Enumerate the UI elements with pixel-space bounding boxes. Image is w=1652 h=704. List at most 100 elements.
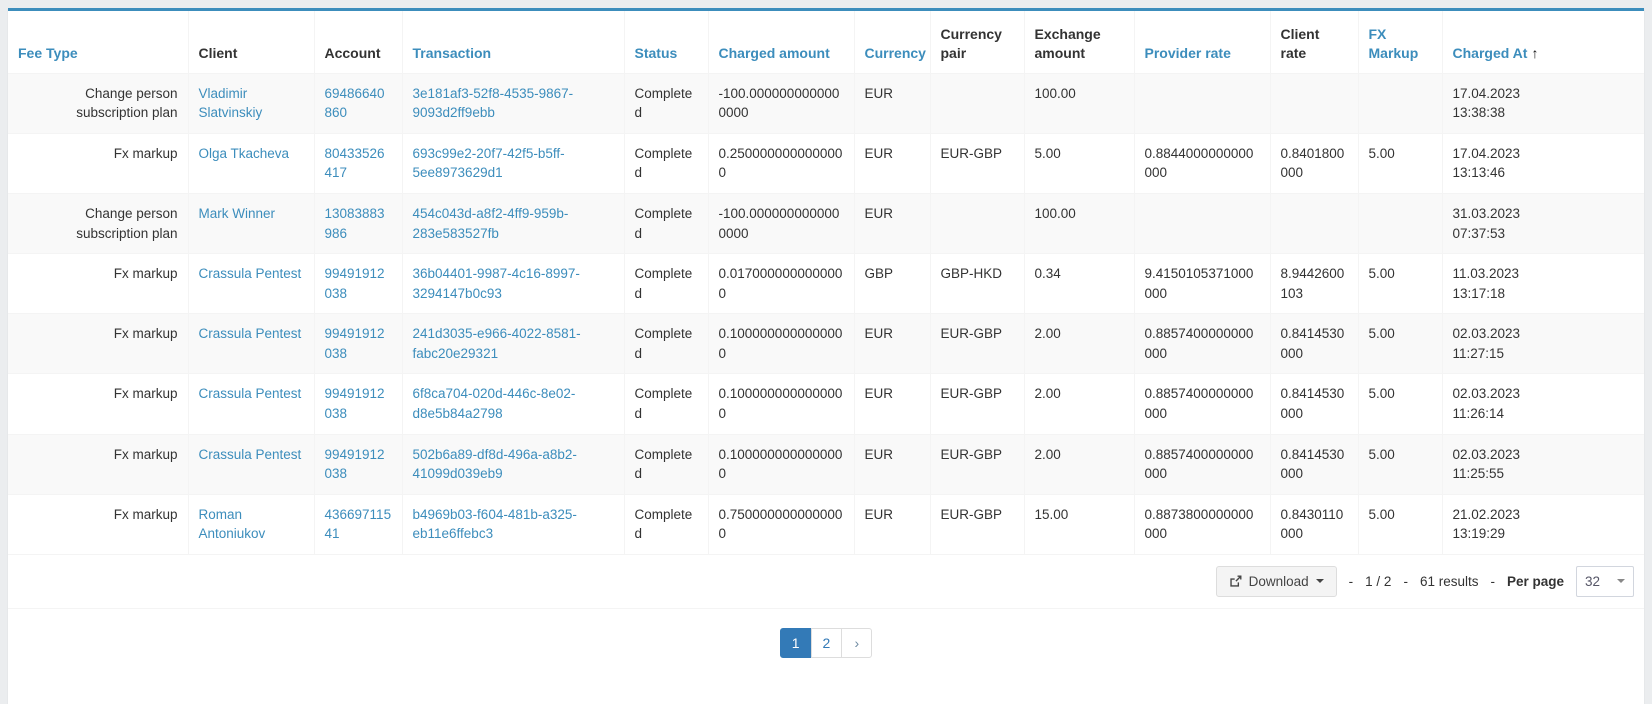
client-link[interactable]: Crassula Pentest [198, 326, 302, 342]
column-header-fx-markup[interactable]: FX Markup [1357, 11, 1443, 74]
transaction-link[interactable]: 502b6a89-df8d-496a-a8b2-41099d039eb9 [412, 446, 577, 482]
page-button-1[interactable]: 1 [779, 627, 812, 658]
fee-type-cell: Change person subscription plan [8, 193, 189, 255]
account-cell: 43669711541 [313, 493, 403, 555]
client-link[interactable]: Crassula Pentest [198, 266, 302, 282]
account-cell: 99491912038 [313, 373, 403, 435]
fx-markup-cell: 5.00 [1357, 493, 1443, 555]
currency-pair-cell: GBP-HKD [929, 253, 1025, 315]
page-indicator: 1 / 2 [1365, 573, 1392, 589]
charged-amount-cell: 0.2500000000000000 [707, 132, 855, 195]
charged-at-label: Charged At [1452, 44, 1528, 61]
currency-cell: EUR [853, 132, 931, 195]
exchange-amount-cell: 2.00 [1023, 373, 1135, 435]
transaction-link[interactable]: 36b04401-9987-4c16-8997-3294147b0c93 [412, 266, 580, 301]
transaction-link[interactable]: 6f8ca704-020d-446c-8e02-d8e5b84a2798 [412, 386, 576, 421]
column-header-currency[interactable]: Currency [853, 11, 931, 74]
charged-time: 13:13:46 [1452, 165, 1506, 181]
fees-panel: Fee Type Client Account Transaction Stat… [8, 8, 1644, 704]
currency-cell: EUR [853, 72, 931, 134]
currency-pair-cell [929, 193, 1025, 255]
download-label: Download [1248, 573, 1309, 589]
account-link[interactable]: 13083883986 [324, 206, 385, 241]
charged-date: 17.04.2023 [1452, 85, 1521, 101]
client-rate-cell: 8.9442600103 [1269, 253, 1359, 315]
client-rate-cell: 0.8414530000 [1269, 373, 1359, 435]
charged-amount-cell: -100.0000000000000000 [707, 193, 855, 255]
table-row: Change person subscription plan Vladimir… [8, 72, 1644, 134]
fx-markup-cell: 5.00 [1357, 373, 1443, 435]
fee-type-cell: Fx markup [8, 493, 189, 555]
client-cell: Roman Antoniukov [187, 493, 315, 555]
charged-date: 31.03.2023 [1452, 206, 1521, 222]
account-link[interactable]: 80433526417 [324, 145, 385, 181]
provider-rate-cell: 0.8857400000000000 [1133, 313, 1271, 375]
download-button[interactable]: Download [1215, 565, 1337, 597]
fx-markup-cell: 5.00 [1357, 132, 1443, 195]
provider-rate-cell: 9.4150105371000000 [1133, 253, 1271, 315]
column-header-fee-type[interactable]: Fee Type [8, 11, 189, 74]
client-link[interactable]: Olga Tkacheva [198, 145, 290, 161]
account-link[interactable]: 99491912038 [324, 386, 385, 421]
transaction-link[interactable]: 454c043d-a8f2-4ff9-959b-283e583527fb [412, 206, 569, 241]
column-header-charged-at[interactable]: Charged At ↑ [1441, 11, 1644, 74]
account-link[interactable]: 99491912038 [324, 266, 385, 301]
account-cell: 69486640860 [313, 72, 403, 134]
exchange-amount-cell: 15.00 [1023, 493, 1135, 555]
provider-rate-cell [1133, 72, 1271, 134]
footer-separator: - [1348, 573, 1354, 589]
provider-rate-cell: 0.8844000000000000 [1133, 132, 1271, 195]
charged-time: 11:27:15 [1452, 345, 1505, 361]
fee-type-cell: Fx markup [8, 132, 189, 195]
page-button-2[interactable]: 2 [810, 627, 843, 658]
client-rate-cell [1269, 72, 1359, 134]
export-icon [1229, 575, 1242, 588]
client-link[interactable]: Roman Antoniukov [198, 506, 266, 542]
client-link[interactable]: Mark Winner [198, 206, 276, 222]
client-cell: Crassula Pentest [187, 373, 315, 435]
status-cell: Completed [623, 72, 709, 134]
column-header-transaction[interactable]: Transaction [401, 11, 625, 74]
sort-ascending-icon: ↑ [1531, 44, 1539, 61]
transaction-link[interactable]: 3e181af3-52f8-4535-9867-9093d2ff9ebb [412, 85, 574, 121]
charged-amount-cell: 0.1000000000000000 [707, 433, 855, 495]
transaction-cell: 3e181af3-52f8-4535-9867-9093d2ff9ebb [401, 72, 625, 134]
exchange-amount-cell: 2.00 [1023, 433, 1135, 495]
table-row: Fx markup Crassula Pentest 99491912038 6… [8, 373, 1644, 435]
transaction-link[interactable]: b4969b03-f604-481b-a325-eb11e6ffebc3 [412, 506, 577, 542]
transaction-cell: 6f8ca704-020d-446c-8e02-d8e5b84a2798 [401, 373, 625, 435]
per-page-select[interactable]: 32 [1576, 565, 1634, 597]
client-link[interactable]: Vladimir Slatvinskiy [198, 85, 263, 121]
currency-cell: EUR [853, 373, 931, 435]
charged-at-cell: 17.04.2023 13:13:46 [1441, 132, 1644, 195]
table-row: Fx markup Roman Antoniukov 43669711541 b… [8, 493, 1644, 555]
transaction-link[interactable]: 241d3035-e966-4022-8581-fabc20e29321 [412, 326, 581, 361]
account-link[interactable]: 43669711541 [324, 506, 392, 542]
column-header-client-rate: Client rate [1269, 11, 1359, 74]
charged-amount-cell: 0.1000000000000000 [707, 313, 855, 375]
account-link[interactable]: 99491912038 [324, 446, 385, 482]
fx-markup-cell: 5.00 [1357, 433, 1443, 495]
column-header-charged-amount[interactable]: Charged amount [707, 11, 855, 74]
fees-table: Fee Type Client Account Transaction Stat… [8, 11, 1644, 555]
charged-amount-cell: 0.7500000000000000 [707, 493, 855, 555]
transaction-cell: b4969b03-f604-481b-a325-eb11e6ffebc3 [401, 493, 625, 555]
transaction-cell: 241d3035-e966-4022-8581-fabc20e29321 [401, 313, 625, 375]
status-cell: Completed [623, 132, 709, 195]
transaction-link[interactable]: 693c99e2-20f7-42f5-b5ff-5ee8973629d1 [412, 145, 565, 181]
transaction-cell: 454c043d-a8f2-4ff9-959b-283e583527fb [401, 193, 625, 255]
column-header-exchange-amount: Exchange amount [1023, 11, 1135, 74]
column-header-provider-rate[interactable]: Provider rate [1133, 11, 1271, 74]
column-header-account: Account [313, 11, 403, 74]
column-header-status[interactable]: Status [623, 11, 709, 74]
status-cell: Completed [623, 433, 709, 495]
transaction-cell: 502b6a89-df8d-496a-a8b2-41099d039eb9 [401, 433, 625, 495]
charged-at-cell: 02.03.2023 11:26:14 [1441, 373, 1644, 435]
next-page-button[interactable]: › [841, 627, 873, 658]
account-link[interactable]: 69486640860 [324, 85, 385, 121]
status-cell: Completed [623, 493, 709, 555]
client-cell: Olga Tkacheva [187, 132, 315, 195]
account-link[interactable]: 99491912038 [324, 326, 385, 361]
client-link[interactable]: Crassula Pentest [198, 386, 302, 402]
client-link[interactable]: Crassula Pentest [198, 446, 302, 462]
